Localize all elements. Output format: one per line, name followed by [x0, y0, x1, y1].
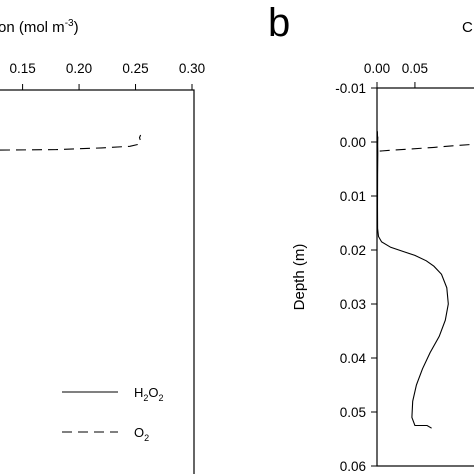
panel-a-x-tick-label: 0.20 [66, 61, 92, 76]
panel-a-x-tick-label: 0.30 [179, 61, 205, 76]
panel-b-x-tick-label: 0.00 [364, 61, 390, 76]
panel-b-y-tick-label: 0.05 [340, 405, 366, 420]
legend-o2-label: O2 [134, 425, 149, 443]
panel-b-y-tick-label: 0.03 [340, 297, 366, 312]
panel-b-h2o2-series-line [376, 131, 449, 429]
panel-a-legend: H2O2 O2 [62, 385, 164, 443]
legend-h2o2-label: H2O2 [134, 385, 164, 403]
panel-b-title: C [462, 19, 473, 36]
panel-a: on (mol m-3) 0.15 0.20 0.25 0.30 H2O2 O2 [0, 18, 205, 474]
panel-b-frame [376, 87, 474, 467]
panel-b-y-tick-label: 0.00 [340, 135, 366, 150]
panel-b: b C Depth (m) 0.00 0.05 -0.01 0.00 0.01 0.02… [268, 1, 474, 474]
panel-b-o2-series-line [376, 136, 474, 152]
panel-b-y-tick-label: 0.04 [340, 351, 367, 366]
panel-b-y-ticks: -0.01 0.00 0.01 0.02 0.03 0.04 0.05 0.06 [335, 81, 377, 474]
panel-b-x-ticks: 0.00 0.05 [364, 61, 428, 88]
panel-a-o2-series-line [0, 134, 142, 151]
panel-a-x-tick-label: 0.15 [9, 61, 35, 76]
panel-b-letter: b [268, 1, 290, 45]
panel-b-y-tick-label: 0.01 [340, 189, 366, 204]
panel-b-x-tick-label: 0.05 [402, 61, 428, 76]
panel-b-ylabel: Depth (m) [291, 244, 308, 311]
panel-a-frame [0, 89, 195, 474]
panel-b-y-tick-label: 0.02 [340, 243, 366, 258]
panel-a-xlabel: on (mol m-3) [0, 18, 79, 36]
panel-a-x-tick-label: 0.25 [122, 61, 148, 76]
panel-a-x-ticks: 0.15 0.20 0.25 0.30 [9, 61, 205, 90]
panel-b-y-tick-label: -0.01 [335, 81, 366, 96]
panel-b-y-tick-label: 0.06 [340, 459, 366, 474]
